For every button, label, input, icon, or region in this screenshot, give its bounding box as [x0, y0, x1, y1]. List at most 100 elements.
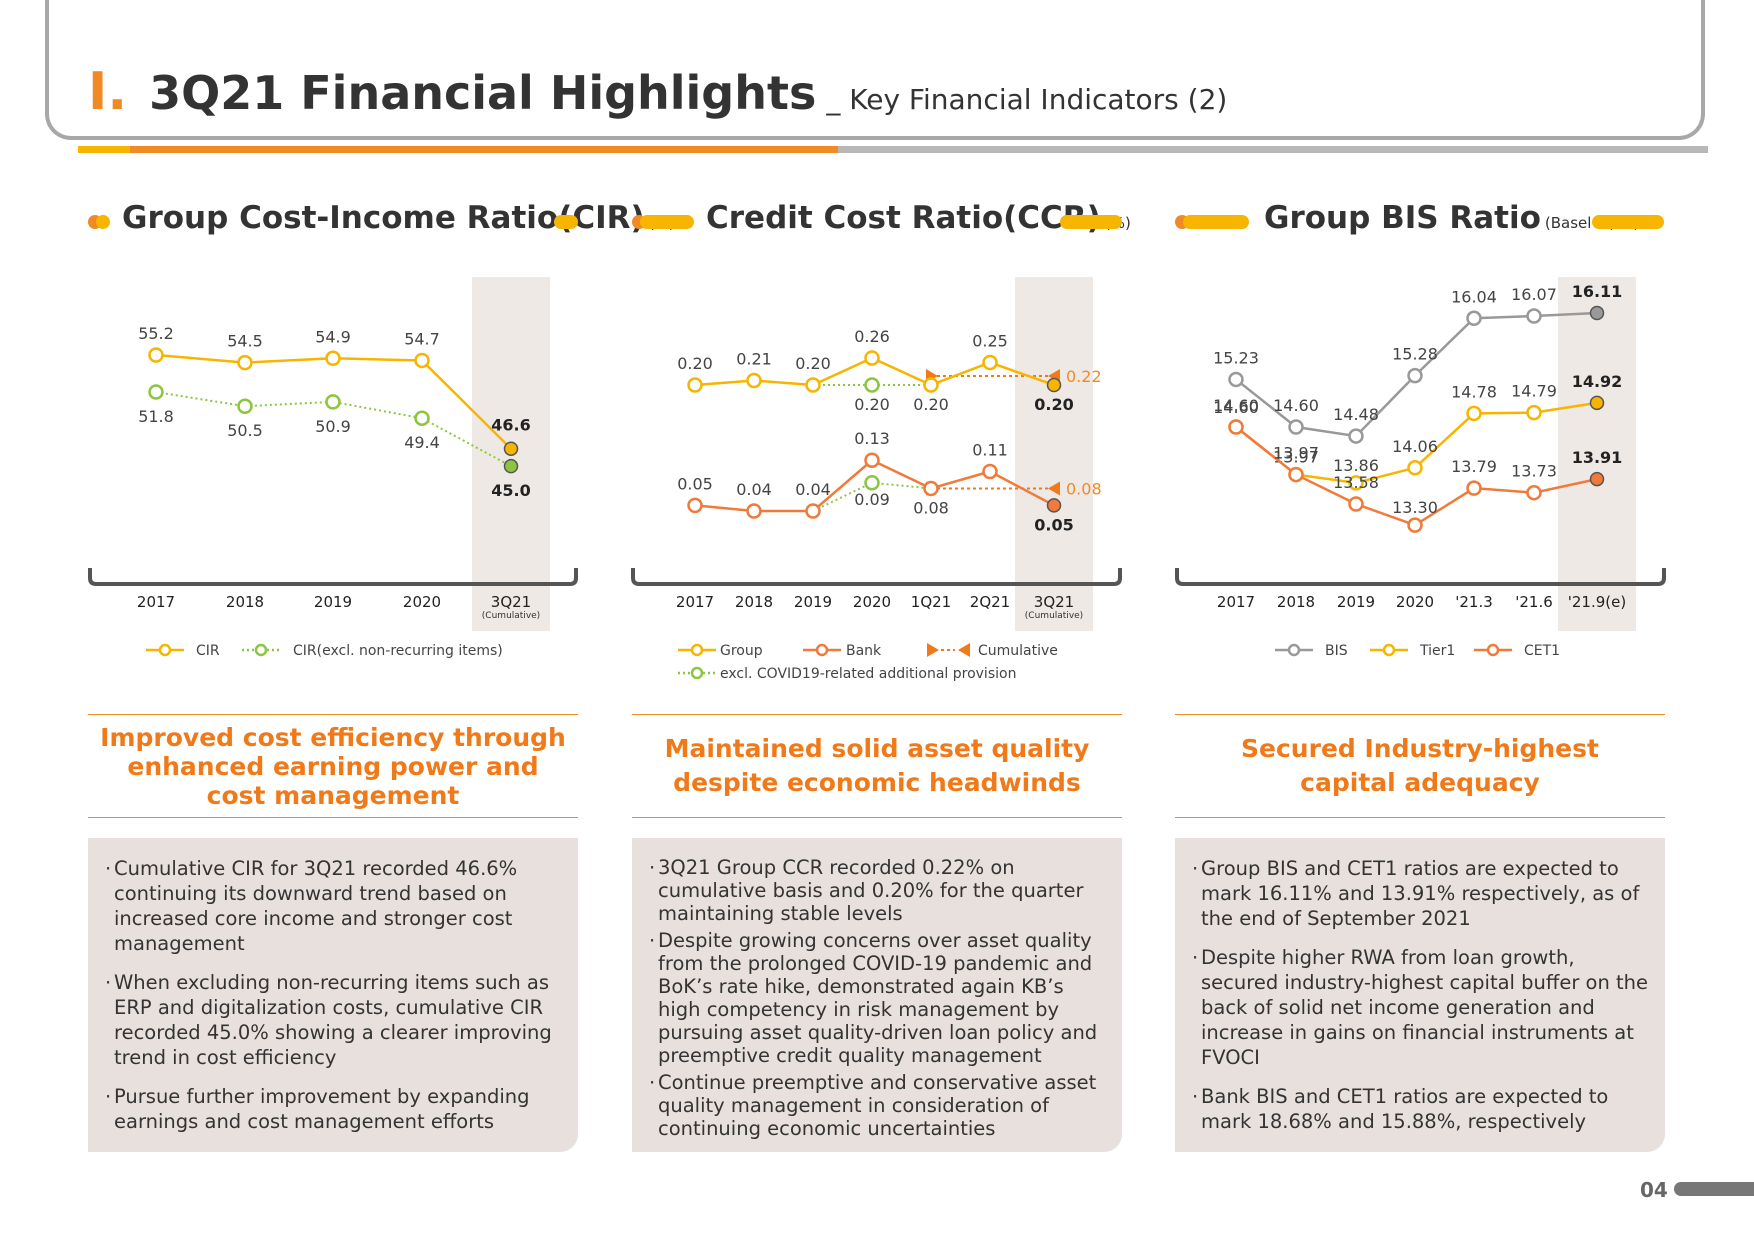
data-label-bis: 15.23: [1213, 348, 1259, 367]
data-point-bank: [687, 497, 703, 514]
cumulative-arrow-bank: [1048, 481, 1060, 496]
legend-label: Tier1: [1419, 643, 1455, 659]
axis-bracket: [631, 568, 1122, 586]
data-label-excl-bank: 0.09: [854, 490, 890, 509]
bullet-item: Cumulative CIR for 3Q21 recorded 46.6% c…: [105, 856, 562, 956]
legend-label: CIR(excl. non-recurring items): [293, 643, 503, 659]
legend-label: CET1: [1524, 643, 1560, 659]
legend-bank-marker: [815, 643, 829, 657]
page-subtitle: _ Key Financial Indicators (2): [826, 83, 1228, 116]
data-point-tier1: [1348, 475, 1364, 491]
data-point-bank: [864, 452, 880, 468]
data-point-tier1: [1589, 395, 1605, 411]
x-tick-label: 2018: [226, 593, 264, 611]
data-label-cir: 54.5: [227, 332, 263, 351]
data-label-cet1: 13.73: [1511, 462, 1557, 481]
data-point-bis: [1407, 367, 1423, 384]
data-point-tier1: [1466, 405, 1482, 422]
data-label-cir-excl: 50.9: [315, 417, 351, 436]
legend-excl-marker: [690, 666, 704, 680]
data-label-cet1: 13.97: [1273, 444, 1319, 463]
legend-label: CIR: [196, 643, 220, 659]
x-tick-label: 2019: [314, 593, 352, 611]
data-label-group: 0.26: [854, 327, 890, 346]
header-frame: [45, 0, 1705, 140]
section-title-ccr: Credit Cost Ratio(CCR)(%): [706, 200, 1131, 236]
data-label-tier1: 13.97: [1273, 448, 1319, 467]
data-label-tier1: 14.79: [1511, 382, 1557, 401]
data-point-cir: [503, 441, 519, 456]
x-tick-note: (Cumulative): [1025, 611, 1083, 621]
data-label-group: 0.25: [972, 332, 1008, 351]
cumulative-label-bank: 0.08: [1066, 479, 1102, 498]
data-label-cir-excl: 45.0: [491, 481, 530, 500]
data-point-tier1: [1526, 404, 1542, 421]
data-point-bis: [1348, 428, 1364, 444]
headline-bis: Secured Industry-highest capital adequac…: [1175, 714, 1665, 818]
page-title: 3Q21 Financial Highlights: [149, 66, 817, 120]
data-label-tier1: 13.86: [1333, 456, 1379, 475]
legend-cumulative-arrow: [958, 643, 970, 657]
legend-label: Group: [720, 643, 763, 659]
headline-cir: Improved cost efficiency through enhance…: [88, 714, 578, 818]
bullet-item: Group BIS and CET1 ratios are expected t…: [1192, 856, 1649, 931]
legend-tier1-marker: [1382, 643, 1396, 657]
page-title-row: I. 3Q21 Financial Highlights _ Key Financi…: [88, 62, 1227, 122]
title-underline-grey: [838, 146, 1708, 153]
data-point-bis: [1228, 371, 1244, 388]
data-label-cir-excl: 51.8: [138, 407, 174, 426]
data-point-cir-excl: [237, 398, 253, 414]
data-point-group: [864, 350, 880, 366]
data-point-cir: [414, 352, 430, 369]
data-label-cir-excl: 50.5: [227, 421, 263, 440]
data-label-cir-excl: 49.4: [404, 433, 440, 452]
x-tick-label: 2Q21: [970, 593, 1010, 611]
x-tick-label: 2019: [1337, 593, 1375, 611]
cumulative-label-group: 0.22: [1066, 367, 1102, 386]
data-label-tier1: 14.78: [1451, 382, 1497, 401]
x-tick-label: 2020: [853, 593, 891, 611]
section-pill-icon: [1592, 215, 1664, 229]
axis-bracket: [88, 568, 578, 586]
data-label-bis: 14.48: [1333, 405, 1379, 424]
data-point-cet1: [1407, 517, 1423, 533]
bullet-item: Bank BIS and CET1 ratios are expected to…: [1192, 1084, 1649, 1134]
data-point-excl-group: [864, 377, 880, 393]
highlight-band: [1558, 277, 1636, 631]
data-label-tier1: 14.06: [1392, 437, 1438, 456]
page-number-bar: [1674, 1182, 1754, 1196]
x-tick-label: 2017: [1217, 593, 1255, 611]
data-point-excl-bank: [864, 475, 880, 491]
data-label-cir: 54.9: [315, 327, 351, 346]
data-point-bank: [923, 480, 939, 497]
data-point-group: [746, 372, 762, 389]
section-pill-icon: [554, 215, 578, 229]
page-number: 04: [1640, 1178, 1668, 1202]
section-pill-icon: [1060, 215, 1122, 229]
data-point-cet1: [1466, 480, 1482, 496]
title-underline-orange: [78, 146, 838, 153]
data-label-bank: 0.04: [736, 480, 772, 499]
data-label-group: 0.20: [677, 354, 713, 373]
data-point-cir: [237, 354, 253, 371]
section-bullet-icon: [96, 215, 110, 229]
x-tick-label: '21.3: [1455, 593, 1493, 611]
x-tick-label: 3Q21: [491, 593, 531, 611]
data-label-excl-group: 0.20: [854, 395, 890, 414]
data-point-bis: [1466, 310, 1482, 327]
data-label-cet1: 13.91: [1572, 448, 1623, 467]
data-point-bank: [805, 503, 821, 519]
data-label-cir: 54.7: [404, 329, 440, 348]
headline-line: despite economic headwinds: [673, 768, 1081, 797]
legend-label: BIS: [1325, 643, 1348, 659]
x-tick-label: 2017: [137, 593, 175, 611]
data-label-tier1: 14.92: [1572, 372, 1623, 391]
data-point-group: [1046, 377, 1062, 393]
x-tick-label: 2017: [676, 593, 714, 611]
data-label-cir: 46.6: [491, 416, 530, 435]
data-label-group: 0.20: [795, 354, 831, 373]
data-point-cet1: [1288, 466, 1304, 483]
legend-cir-excl-marker: [254, 643, 268, 657]
data-point-bis: [1526, 308, 1542, 324]
